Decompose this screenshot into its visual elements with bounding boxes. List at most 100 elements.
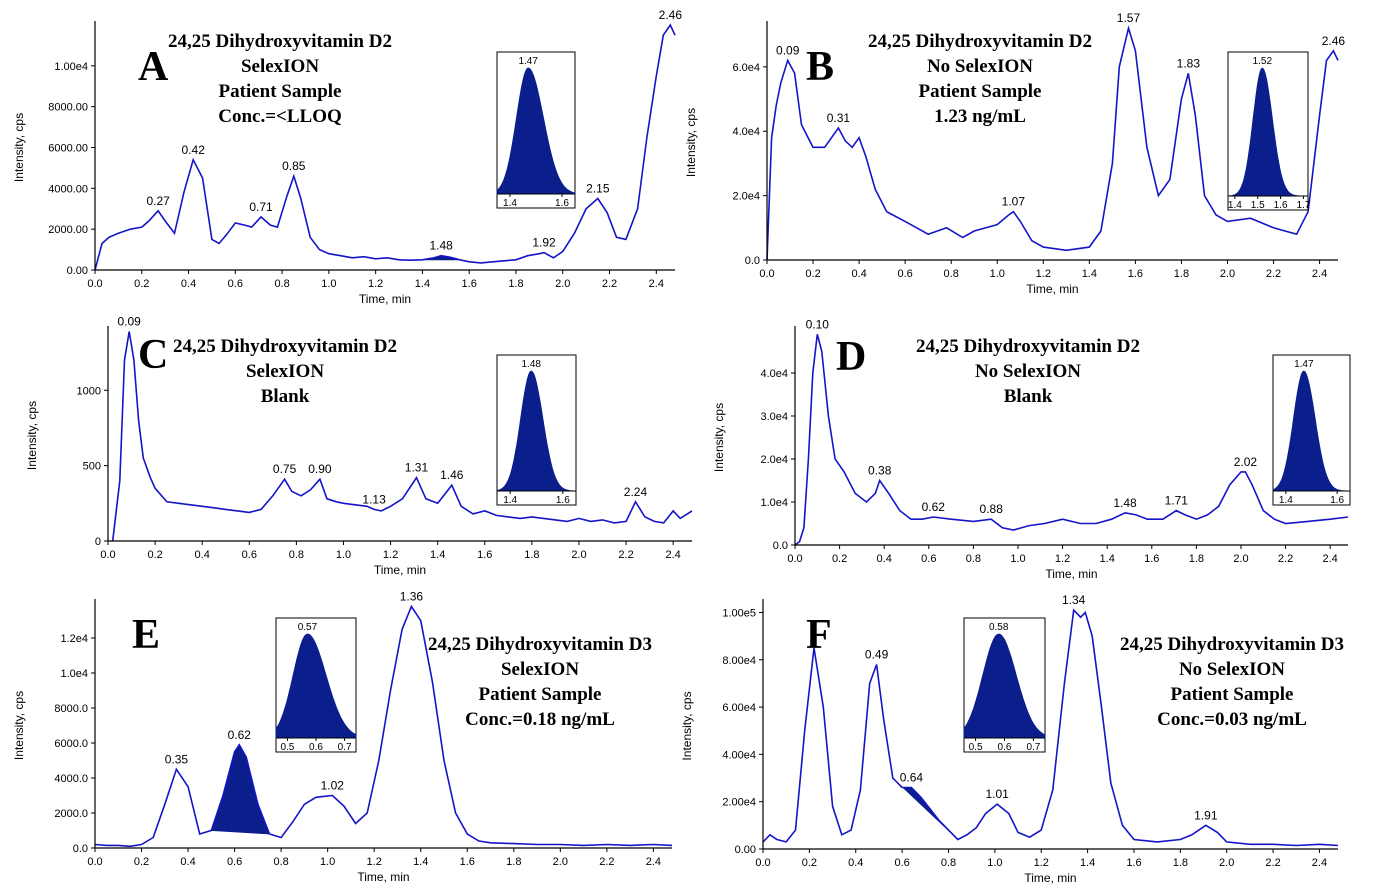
inset-x-tick-label: 0.5 — [280, 742, 294, 753]
x-tick-label: 0.0 — [87, 278, 102, 290]
x-tick-label: 2.4 — [666, 549, 681, 561]
y-tick-label: 2.0e4 — [732, 191, 760, 203]
panel-C: 0.0 0.2 0.4 0.6 0.8 1.0 1.2 1.4 1.6 1.8 2.0 2.2 2.4 0… — [25, 315, 693, 577]
x-tick-label: 0.4 — [851, 268, 866, 280]
panel-annotation-line: SelexION — [246, 361, 324, 382]
x-tick-label: 0.8 — [274, 278, 289, 290]
panel-annotation-line: Conc.=<LLOQ — [218, 106, 342, 127]
y-tick-label: 2000.00 — [48, 224, 88, 236]
peak-label: 0.90 — [308, 462, 332, 476]
y-tick-label: 4.00e4 — [722, 749, 756, 761]
y-tick-label: 0.00 — [735, 844, 756, 856]
x-tick-label: 1.2 — [1055, 553, 1070, 565]
panel-annotation-line: Conc.=0.18 ng/mL — [465, 709, 615, 730]
x-tick-label: 0.8 — [289, 549, 304, 561]
y-tick-label: 3.0e4 — [760, 411, 788, 423]
inset-x-tick-label: 1.6 — [1330, 495, 1344, 506]
peak-label: 1.48 — [429, 239, 453, 253]
x-tick-label: 1.6 — [1144, 553, 1159, 565]
y-tick-label: 1000 — [77, 385, 101, 397]
panel-letter: D — [836, 334, 866, 380]
inset-shaded-peak — [1272, 370, 1350, 492]
peak-label: 2.46 — [659, 8, 683, 22]
peak-label: 1.01 — [985, 787, 1009, 801]
y-tick-label: 0.0 — [773, 540, 788, 552]
peak-label: 0.88 — [980, 502, 1004, 516]
x-tick-label: 0.6 — [228, 278, 243, 290]
panel-annotation-line: SelexION — [241, 56, 319, 77]
y-tick-label: 4.0e4 — [732, 126, 760, 138]
panel-annotation-line: 24,25 Dihydroxyvitamin D2 — [168, 31, 392, 52]
x-tick-label: 1.2 — [1036, 268, 1051, 280]
x-tick-label: 2.2 — [1278, 553, 1293, 565]
chromatogram-trace — [766, 25, 1339, 261]
x-tick-label: 1.4 — [1100, 553, 1115, 565]
inset-peak-label: 1.48 — [521, 359, 541, 370]
peak-label: 1.13 — [362, 492, 386, 506]
y-tick-label: 8000.00 — [48, 102, 88, 114]
x-tick-label: 2.4 — [1312, 857, 1327, 869]
x-tick-label: 1.4 — [413, 856, 428, 868]
x-tick-label: 0.6 — [897, 268, 912, 280]
y-tick-label: 2.0e4 — [760, 454, 788, 466]
chromatogram-trace — [762, 608, 1339, 847]
inset-shaded-peak — [275, 633, 357, 739]
y-tick-label: 4000.0 — [54, 773, 88, 785]
panel-F: 0.0 0.2 0.4 0.6 0.8 1.0 1.2 1.4 1.6 1.8 2.0 2.2 2.4 0… — [680, 593, 1344, 885]
inset-x-tick-label: 0.5 — [969, 742, 983, 753]
peak-label: 1.57 — [1117, 11, 1141, 25]
x-tick-label: 0.2 — [134, 278, 149, 290]
peak-label: 0.27 — [146, 194, 170, 208]
peak-label: 0.38 — [868, 464, 892, 478]
y-tick-label: 6000.00 — [48, 143, 88, 155]
x-tick-label: 1.2 — [1034, 857, 1049, 869]
x-tick-label: 2.2 — [602, 278, 617, 290]
peak-label: 0.62 — [228, 728, 252, 742]
y-tick-label: 0.0 — [745, 255, 760, 267]
y-tick-label: 0 — [95, 536, 101, 548]
x-axis-title: Time, min — [359, 292, 411, 306]
inset-x-tick-label: 1.4 — [503, 495, 517, 506]
y-axis-title: Intensity, cps — [712, 403, 726, 472]
x-tick-label: 1.8 — [524, 549, 539, 561]
x-tick-label: 2.4 — [646, 856, 661, 868]
peak-label: 1.31 — [405, 461, 429, 475]
x-tick-label: 0.4 — [877, 553, 892, 565]
y-axis-title: Intensity, cps — [12, 691, 26, 760]
peak-label: 1.07 — [1002, 195, 1026, 209]
x-tick-label: 1.0 — [321, 278, 336, 290]
x-tick-label: 2.4 — [1323, 553, 1338, 565]
x-tick-label: 1.8 — [1174, 268, 1189, 280]
x-tick-label: 1.8 — [1173, 857, 1188, 869]
x-tick-label: 0.4 — [195, 549, 210, 561]
x-axis-title: Time, min — [374, 563, 426, 577]
x-axis-title: Time, min — [1024, 871, 1076, 885]
peak-label: 2.02 — [1234, 455, 1258, 469]
peak-label: 1.83 — [1177, 56, 1201, 70]
inset-x-tick-label: 0.6 — [309, 742, 323, 753]
y-axis-title: Intensity, cps — [12, 113, 26, 182]
peak-label: 1.02 — [321, 779, 345, 793]
panel-annotation-line: No SelexION — [927, 56, 1033, 77]
inset-peak: 0.5 0.6 0.7 0.57 — [275, 617, 357, 753]
panel-annotation-line: Blank — [261, 386, 310, 407]
inset-x-tick-label: 1.6 — [556, 495, 570, 506]
panel-annotation-line: Blank — [1004, 386, 1053, 407]
inset-x-tick-label: 1.4 — [1228, 200, 1242, 211]
panel-annotation-line: SelexION — [501, 659, 579, 680]
panel-annotation-line: 1.23 ng/mL — [934, 106, 1026, 127]
panel-E: 0.0 0.2 0.4 0.6 0.8 1.0 1.2 1.4 1.6 1.8 2.0 2.2 2.4 0… — [12, 590, 673, 884]
inset-shaded-peak — [496, 370, 577, 492]
inset-peak-label: 1.47 — [518, 56, 538, 67]
inset-peak: 1.4 1.6 1.47 — [496, 51, 576, 209]
panel-B: 0.0 0.2 0.4 0.6 0.8 1.0 1.2 1.4 1.6 1.8 2.0 2.2 2.4 0… — [684, 11, 1345, 296]
y-tick-label: 2.00e4 — [722, 797, 756, 809]
panel-annotation-line: No SelexION — [975, 361, 1081, 382]
y-axis-title: Intensity, cps — [25, 401, 39, 470]
inset-x-tick-label: 0.7 — [338, 742, 352, 753]
x-tick-label: 1.0 — [987, 857, 1002, 869]
x-tick-label: 0.0 — [759, 268, 774, 280]
x-tick-label: 0.0 — [87, 856, 102, 868]
y-tick-label: 1.00e5 — [722, 607, 756, 619]
y-tick-label: 1.0e4 — [60, 668, 88, 680]
